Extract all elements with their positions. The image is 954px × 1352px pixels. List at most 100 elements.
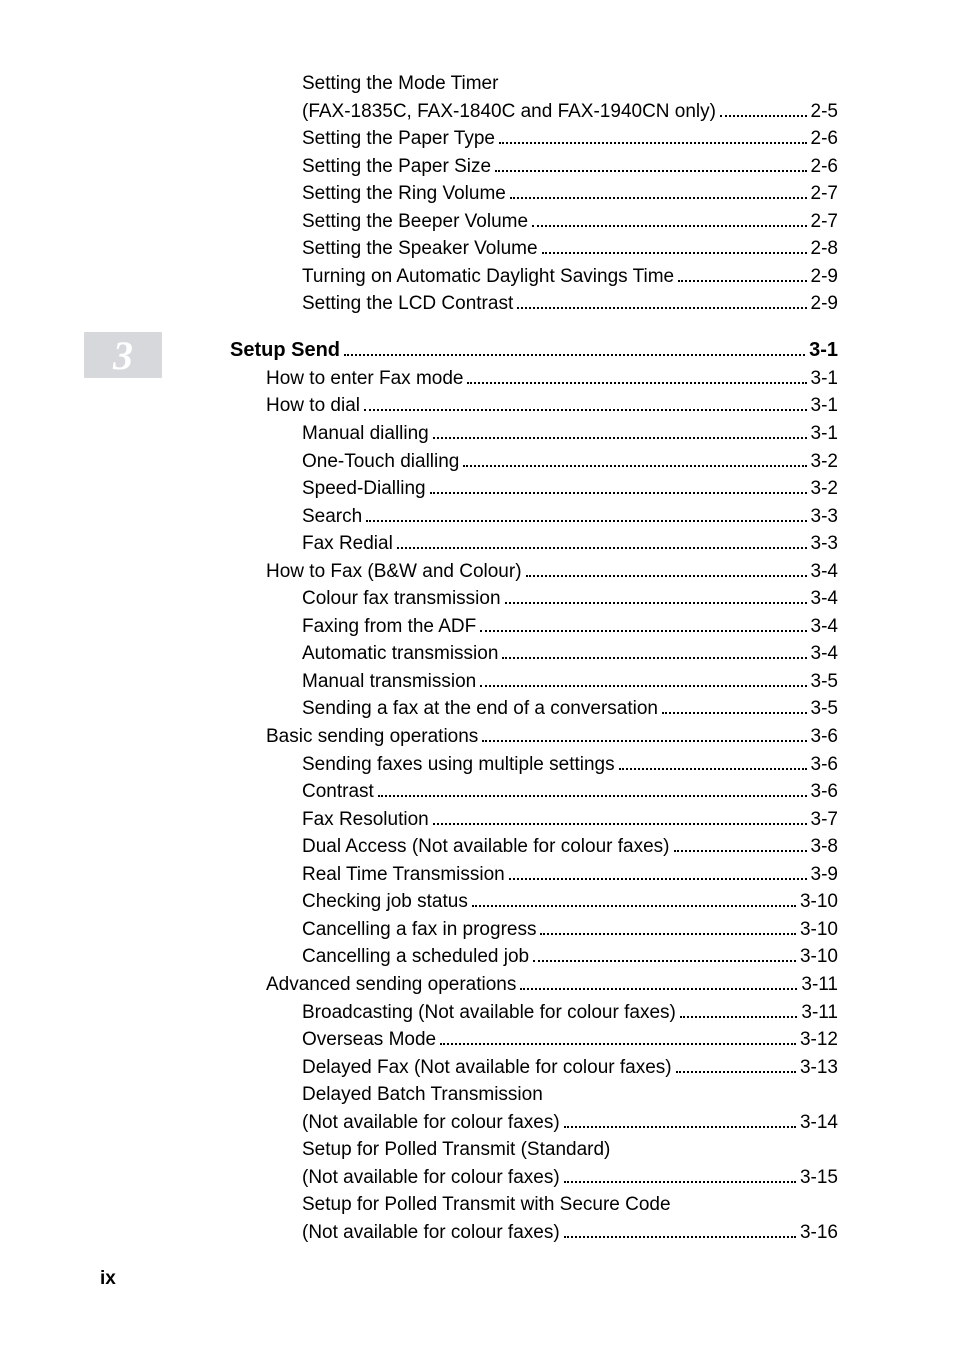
toc-leader-dots: [463, 465, 806, 467]
toc-line: Sending a fax at the end of a conversati…: [230, 695, 838, 723]
toc-page-ref: 3-12: [800, 1026, 838, 1054]
toc-leader-dots: [510, 197, 807, 199]
toc-page-ref: 3-10: [800, 888, 838, 916]
toc-leader-dots: [397, 547, 807, 549]
toc-leader-dots: [480, 630, 806, 632]
toc-leader-dots: [517, 307, 806, 309]
toc-leader-dots: [564, 1236, 796, 1238]
toc-line: Fax Redial3-3: [230, 530, 838, 558]
toc-page-ref: 2-6: [811, 153, 838, 181]
toc-line: Setting the Speaker Volume2-8: [230, 235, 838, 263]
toc-line: One-Touch dialling3-2: [230, 448, 838, 476]
toc-leader-dots: [472, 905, 796, 907]
toc-line: Sending faxes using multiple settings 3-6: [230, 751, 838, 779]
toc-line: How to Fax (B&W and Colour) 3-4: [230, 558, 838, 586]
page-number: ix: [100, 1268, 116, 1290]
toc-page-ref: 3-1: [811, 365, 838, 393]
toc-line: Broadcasting (Not available for colour f…: [230, 999, 838, 1027]
toc-text: Setting the Mode Timer: [302, 70, 498, 98]
toc-page-ref: 3-5: [811, 695, 838, 723]
toc-text: Basic sending operations: [266, 723, 478, 751]
toc-text: How to Fax (B&W and Colour): [266, 558, 522, 586]
toc-leader-dots: [564, 1181, 796, 1183]
toc-text: Cancelling a scheduled job: [302, 943, 529, 971]
toc-page-ref: 3-2: [811, 475, 838, 503]
toc-leader-dots: [495, 170, 806, 172]
toc-leader-dots: [499, 142, 807, 144]
toc-text: Advanced sending operations: [266, 971, 516, 999]
toc-line: Automatic transmission3-4: [230, 640, 838, 668]
toc-line: Real Time Transmission3-9: [230, 861, 838, 889]
toc-page-ref: 3-10: [800, 943, 838, 971]
toc-leader-dots: [520, 988, 797, 990]
toc-line: (Not available for colour faxes)3-16: [230, 1219, 838, 1247]
toc-line: Setup Send 3-1: [230, 336, 838, 365]
toc-line: Search 3-3: [230, 503, 838, 531]
toc-page-ref: 3-6: [811, 751, 838, 779]
toc-page-ref: 3-5: [811, 668, 838, 696]
chapter-number: 3: [113, 332, 133, 379]
toc-page-ref: 3-8: [811, 833, 838, 861]
toc-line: How to dial 3-1: [230, 392, 838, 420]
toc-leader-dots: [344, 354, 805, 356]
toc-page-ref: 3-1: [811, 420, 838, 448]
toc-line: Speed-Dialling 3-2: [230, 475, 838, 503]
toc-line: Overseas Mode 3-12: [230, 1026, 838, 1054]
toc-page-ref: 3-15: [800, 1164, 838, 1192]
toc-line: Advanced sending operations 3-11: [230, 971, 838, 999]
toc-line: (FAX-1835C, FAX-1840C and FAX-1940CN onl…: [230, 98, 838, 126]
toc-text: Turning on Automatic Daylight Savings Ti…: [302, 263, 674, 291]
toc-text: Cancelling a fax in progress: [302, 916, 536, 944]
toc-page-ref: 3-1: [811, 392, 838, 420]
toc-text: (Not available for colour faxes): [302, 1164, 560, 1192]
toc-line: Manual dialling3-1: [230, 420, 838, 448]
toc-text: Automatic transmission: [302, 640, 498, 668]
toc-leader-dots: [680, 1016, 798, 1018]
toc-page-ref: 2-9: [811, 263, 838, 291]
page: 3 Setting the Mode Timer(FAX-1835C, FAX-…: [0, 0, 954, 1352]
toc-leader-dots: [678, 280, 806, 282]
toc-line: (Not available for colour faxes)3-14: [230, 1109, 838, 1137]
toc-line: Checking job status 3-10: [230, 888, 838, 916]
toc-text: Delayed Batch Transmission: [302, 1081, 543, 1109]
toc-page-ref: 3-4: [811, 585, 838, 613]
toc-container: Setting the Mode Timer(FAX-1835C, FAX-18…: [230, 70, 838, 1246]
toc-leader-dots: [502, 657, 806, 659]
toc-page-ref: 2-6: [811, 125, 838, 153]
toc-page-ref: 3-7: [811, 806, 838, 834]
toc-text: Manual transmission: [302, 668, 476, 696]
toc-line: Cancelling a scheduled job 3-10: [230, 943, 838, 971]
toc-text: Setting the Beeper Volume: [302, 208, 528, 236]
toc-text: (Not available for colour faxes): [302, 1109, 560, 1137]
toc-text: Speed-Dialling: [302, 475, 426, 503]
toc-page-ref: 3-13: [800, 1054, 838, 1082]
toc-line: Setting the Paper Type 2-6: [230, 125, 838, 153]
toc-text: (FAX-1835C, FAX-1840C and FAX-1940CN onl…: [302, 98, 716, 126]
toc-text: Setting the Paper Type: [302, 125, 495, 153]
toc-leader-dots: [480, 685, 806, 687]
toc-text: How to enter Fax mode: [266, 365, 463, 393]
toc-line: Delayed Fax (Not available for colour fa…: [230, 1054, 838, 1082]
toc-text: Real Time Transmission: [302, 861, 505, 889]
toc-line: How to enter Fax mode 3-1: [230, 365, 838, 393]
toc-leader-dots: [364, 409, 807, 411]
toc-leader-dots: [526, 575, 807, 577]
toc-page-ref: 3-4: [811, 558, 838, 586]
toc-page-ref: 3-4: [811, 613, 838, 641]
toc-page-ref: 2-9: [811, 290, 838, 318]
toc-page-ref: 3-6: [811, 723, 838, 751]
toc-text: Sending faxes using multiple settings: [302, 751, 615, 779]
toc-line: Cancelling a fax in progress 3-10: [230, 916, 838, 944]
toc-text: Overseas Mode: [302, 1026, 436, 1054]
toc-text: Dual Access (Not available for colour fa…: [302, 833, 670, 861]
toc-text: Setting the Paper Size: [302, 153, 491, 181]
toc-text: Setting the Speaker Volume: [302, 235, 538, 263]
toc-line: Fax Resolution3-7: [230, 806, 838, 834]
toc-line: Delayed Batch Transmission: [230, 1081, 838, 1109]
toc-text: Checking job status: [302, 888, 468, 916]
toc-page-ref: 3-1: [809, 336, 838, 365]
toc-line: Setup for Polled Transmit (Standard): [230, 1136, 838, 1164]
toc-text: Setting the LCD Contrast: [302, 290, 513, 318]
toc-line: Setting the Ring Volume2-7: [230, 180, 838, 208]
toc-text: Broadcasting (Not available for colour f…: [302, 999, 676, 1027]
